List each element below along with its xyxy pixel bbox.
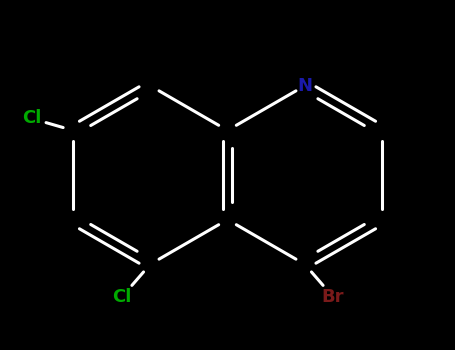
Text: Cl: Cl bbox=[112, 288, 131, 306]
Text: N: N bbox=[297, 77, 312, 95]
Text: Cl: Cl bbox=[22, 110, 41, 127]
Text: Br: Br bbox=[322, 288, 344, 306]
